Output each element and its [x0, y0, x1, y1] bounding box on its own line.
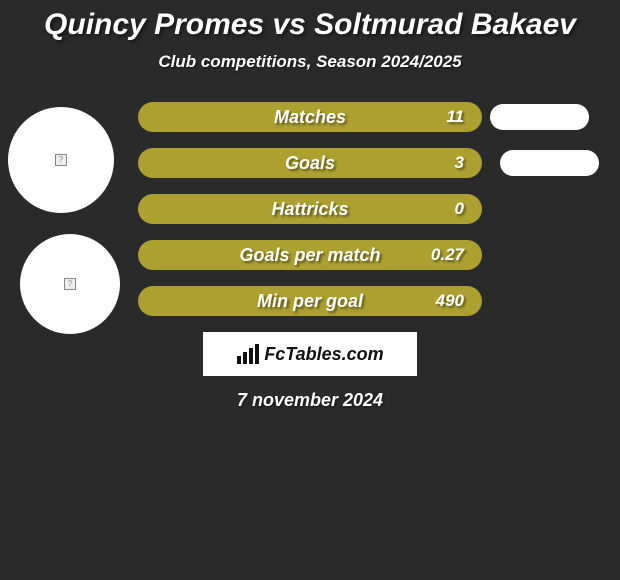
image-placeholder-icon: ? — [55, 154, 67, 166]
player1-value: 0.27 — [418, 240, 478, 270]
player2-bar — [490, 104, 589, 130]
image-placeholder-icon: ? — [64, 278, 76, 290]
stat-row: Goals per match0.27 — [138, 240, 482, 270]
stat-row: Goals3 — [138, 148, 482, 178]
player2-avatar: ? — [20, 234, 120, 334]
bars-icon — [236, 344, 260, 364]
stat-row: Hattricks0 — [138, 194, 482, 224]
stat-rows: Matches11 Goals3 Hattricks0 Goals per match… — [138, 102, 482, 316]
subtitle: Club competitions, Season 2024/2025 — [0, 52, 620, 72]
date-text: 7 november 2024 — [0, 390, 620, 411]
brand-text: FcTables.com — [264, 344, 383, 365]
stat-row: Matches11 — [138, 102, 482, 132]
brand-logo: FcTables.com — [203, 332, 417, 376]
page-title: Quincy Promes vs Soltmurad Bakaev — [0, 0, 620, 42]
stat-row: Min per goal490 — [138, 286, 482, 316]
player2-bar — [500, 150, 599, 176]
player1-value: 490 — [418, 286, 478, 316]
player1-value: 3 — [418, 148, 478, 178]
comparison-content: ? ? Matches11 Goals3 Hattricks0 Goals per m… — [0, 102, 620, 316]
player1-value: 11 — [418, 102, 478, 132]
player1-avatar: ? — [8, 107, 114, 213]
player1-value: 0 — [418, 194, 478, 224]
